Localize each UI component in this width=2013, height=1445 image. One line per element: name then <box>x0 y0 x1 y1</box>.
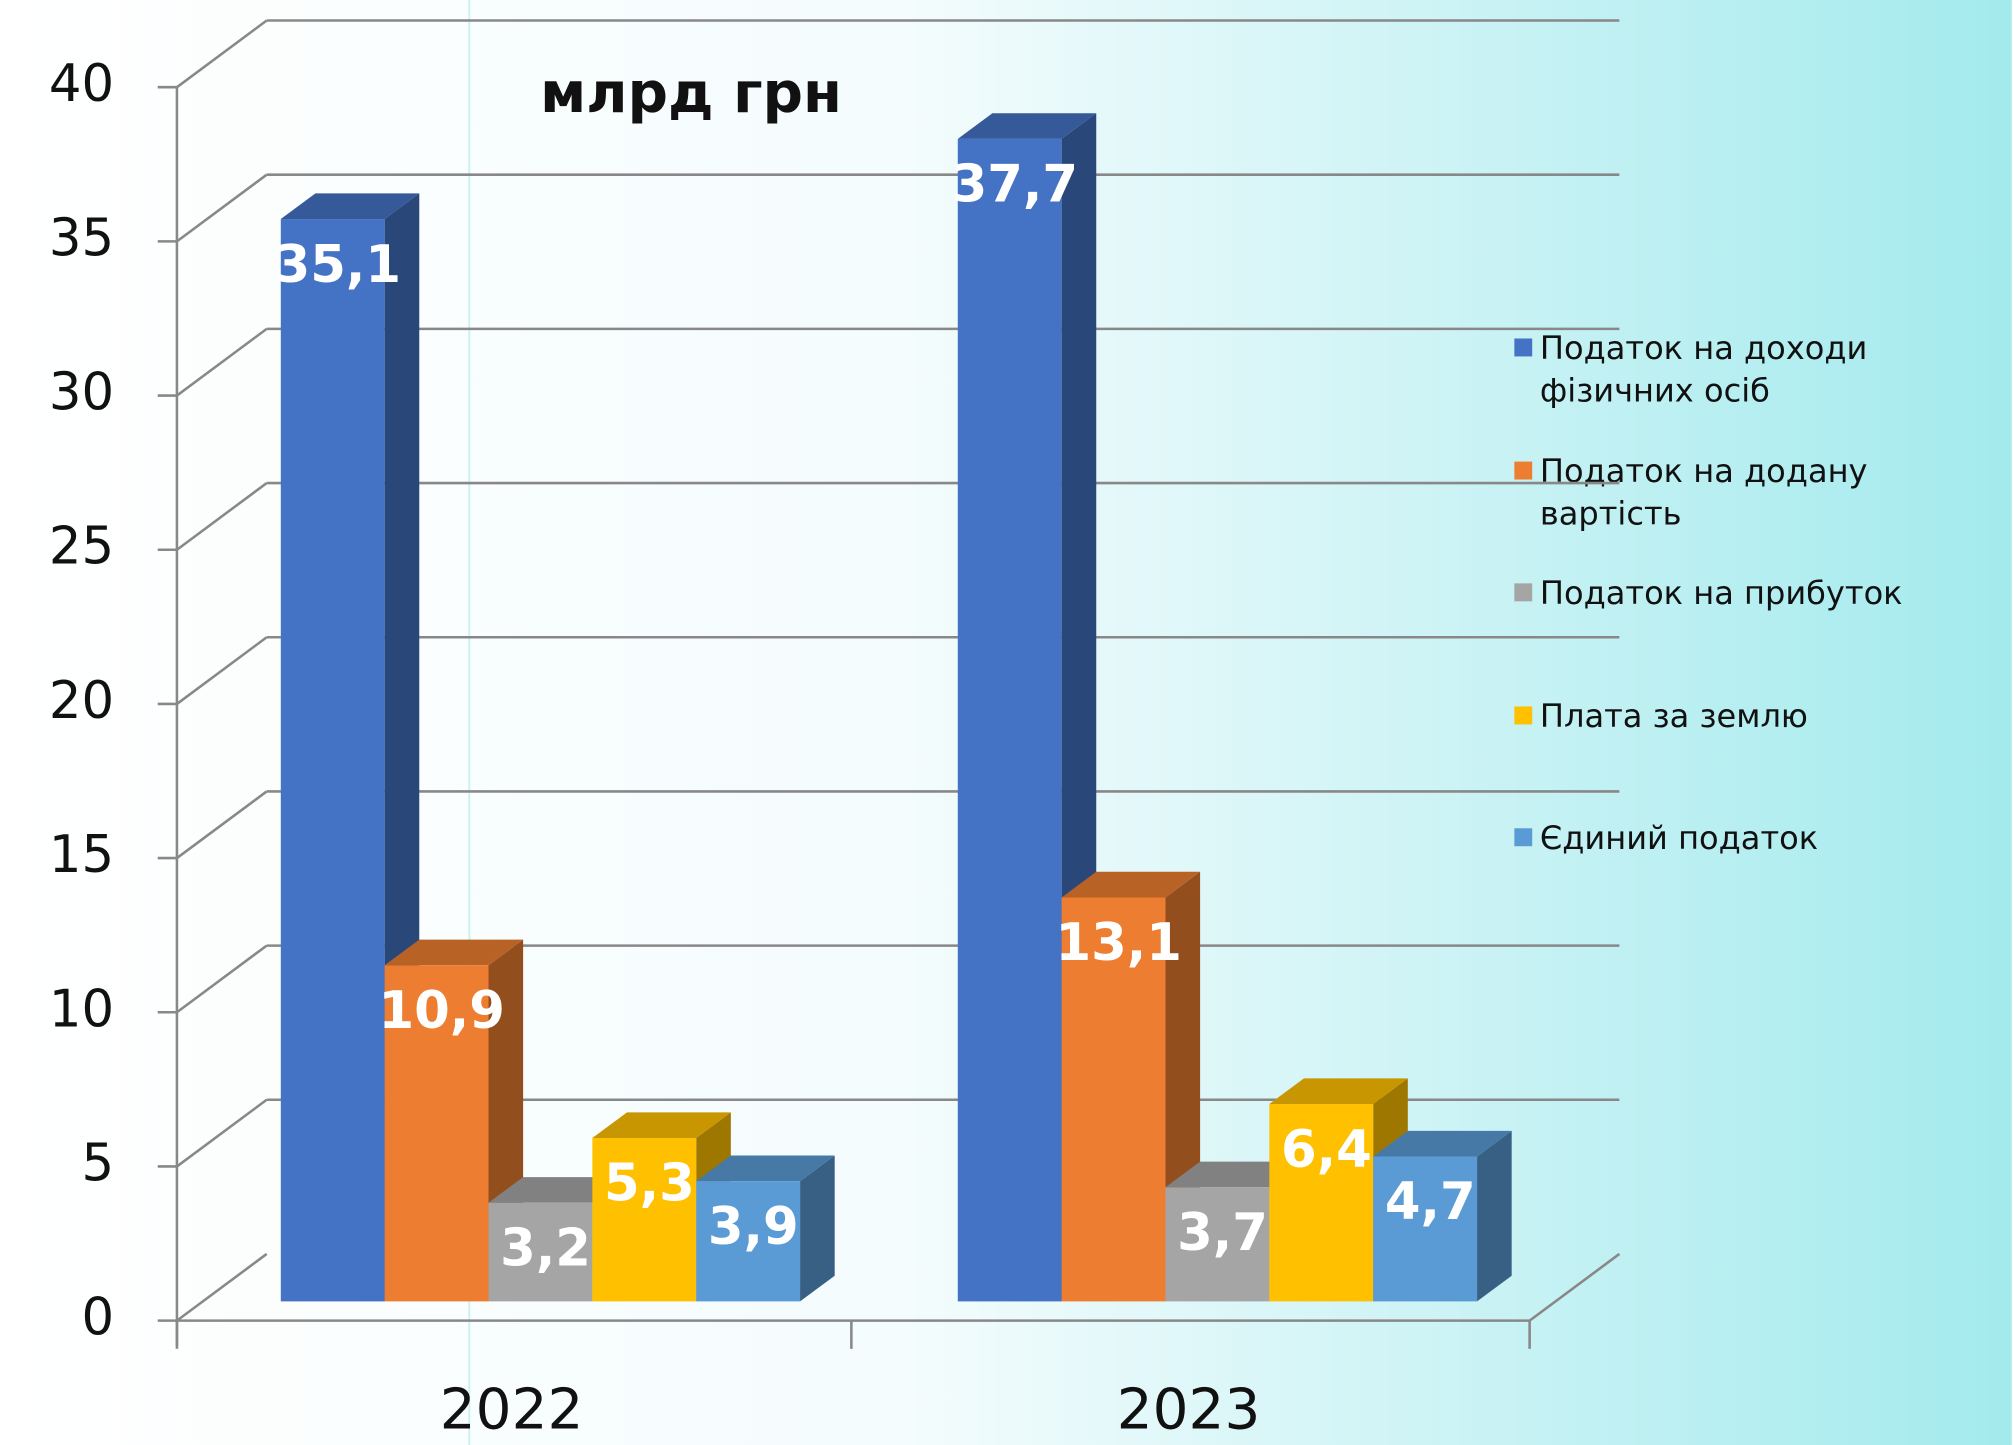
floor-right <box>1528 1252 1621 1322</box>
floor-left <box>176 1252 268 1322</box>
grid-diag <box>176 1098 268 1168</box>
legend-swatch <box>1514 583 1533 602</box>
value-label: 35,1 <box>275 235 402 295</box>
bar <box>1269 1104 1374 1302</box>
legend-item: Податок на додану вартість <box>1514 449 1991 571</box>
y-tick-label: 15 <box>49 825 114 885</box>
bar-top <box>384 939 524 966</box>
bar-side <box>1477 1130 1512 1302</box>
bar <box>1165 1187 1270 1302</box>
y-tick-label: 0 <box>81 1288 114 1348</box>
bar-top <box>1269 1078 1408 1105</box>
value-label: 13,1 <box>1055 913 1182 973</box>
y-tick-label: 35 <box>49 208 114 268</box>
legend-swatch <box>1514 828 1533 847</box>
value-label: 3,9 <box>708 1197 799 1257</box>
grid-diag <box>176 636 268 705</box>
y-tick-label: 30 <box>49 363 114 423</box>
legend-item: Податок на доходи фізичних осіб <box>1514 327 1991 449</box>
y-tick-label: 25 <box>49 517 114 577</box>
grid-diag <box>176 173 268 243</box>
legend: Податок на доходи фізичних осіб Податок н… <box>1514 327 1991 891</box>
grid-diag <box>176 19 268 89</box>
bar <box>1373 1156 1478 1302</box>
bar <box>592 1137 697 1302</box>
bar <box>280 219 385 1302</box>
legend-item: Єдиний податок <box>1514 817 1991 891</box>
legend-label: Податок на прибуток <box>1539 574 1903 612</box>
bar <box>384 965 489 1302</box>
bar-side <box>800 1155 835 1302</box>
legend-item: Плата за землю <box>1514 694 1991 816</box>
y-tick-label: 20 <box>49 671 114 731</box>
y-tick-label: 5 <box>81 1133 114 1193</box>
legend-swatch <box>1514 460 1533 479</box>
grid-diag <box>176 482 268 551</box>
chart-title: млрд грн <box>540 61 842 126</box>
value-label: 5,3 <box>604 1154 695 1214</box>
legend-item: Податок на прибуток <box>1514 572 1991 694</box>
y-tick-label: 40 <box>49 54 114 114</box>
legend-swatch <box>1514 338 1533 357</box>
x-tick-label: 2023 <box>1117 1378 1261 1443</box>
bar <box>488 1202 593 1302</box>
bar-top <box>1061 871 1201 898</box>
bar-top <box>957 113 1097 139</box>
grid-diag <box>176 327 268 397</box>
bar-top <box>1373 1130 1512 1157</box>
legend-box: Податок на доходи фізичних осіб Податок н… <box>1514 327 1991 891</box>
bar-top <box>488 1177 627 1203</box>
bar-top <box>280 193 420 220</box>
value-label: 3,7 <box>1177 1203 1268 1263</box>
y-tick-label: 10 <box>49 979 114 1039</box>
value-label: 3,2 <box>500 1218 591 1278</box>
x-tick-label: 2022 <box>440 1378 584 1443</box>
legend-label: Податок на додану вартість <box>1539 451 1868 532</box>
bar-top <box>592 1112 731 1138</box>
legend-label: Плата за землю <box>1539 696 1808 735</box>
bar-top <box>696 1155 835 1182</box>
value-label: 4,7 <box>1385 1172 1476 1232</box>
legend-label: Єдиний податок <box>1539 819 1819 857</box>
legend-label: Податок на доходи фізичних осіб <box>1539 329 1868 410</box>
value-label: 37,7 <box>952 155 1079 215</box>
grid-diag <box>176 790 268 860</box>
bar <box>1061 897 1166 1302</box>
value-label: 10,9 <box>378 981 505 1041</box>
bar <box>696 1181 801 1302</box>
value-label: 6,4 <box>1281 1120 1372 1180</box>
grid-diag <box>176 944 268 1014</box>
legend-swatch <box>1514 705 1533 724</box>
bar <box>957 138 1062 1302</box>
